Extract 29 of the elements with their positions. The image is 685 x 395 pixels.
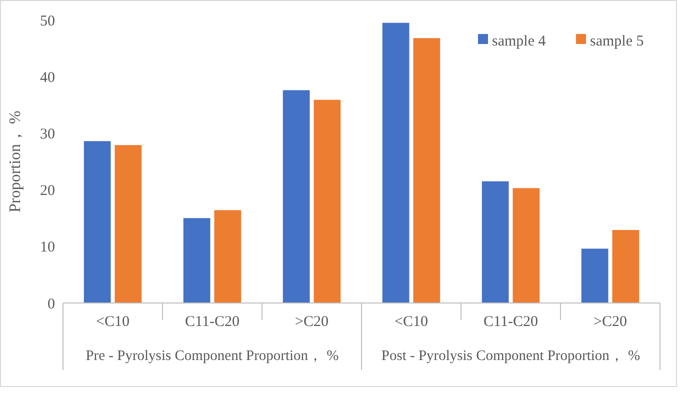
x-tick-label: <C10 <box>96 314 130 330</box>
bar <box>612 230 640 303</box>
bar <box>382 22 410 303</box>
bar <box>512 188 540 303</box>
text: Post - Pyrolysis Component Proportion， % <box>381 348 640 364</box>
y-tick-label: 20 <box>40 183 55 200</box>
bar <box>214 210 242 303</box>
bar <box>314 100 341 303</box>
bar <box>282 90 310 303</box>
text: Pre - Pyrolysis Component Proportion， % <box>86 348 339 364</box>
bar <box>114 145 142 303</box>
x-tick-label: C11-C20 <box>484 314 538 330</box>
y-tick-label: 30 <box>40 126 55 142</box>
y-tick-label: 0 <box>48 296 55 312</box>
x-tick-label: >C20 <box>594 314 627 330</box>
x-tick-label: C11-C20 <box>185 314 240 330</box>
y-tick-label: 40 <box>40 70 55 86</box>
bar <box>183 218 210 303</box>
legend-label: sample 4 <box>492 33 546 50</box>
bar <box>581 248 608 303</box>
x-tick-label: >C20 <box>295 314 328 330</box>
bar <box>482 181 509 303</box>
y-tick-label: 10 <box>40 240 55 256</box>
bar <box>84 141 111 303</box>
bar <box>413 38 440 303</box>
y-tick-label: 50 <box>40 13 55 30</box>
legend-label: sample 5 <box>590 33 644 50</box>
x-tick-label: <C10 <box>394 314 428 330</box>
y-axis-title: Proportion， % <box>7 110 24 212</box>
